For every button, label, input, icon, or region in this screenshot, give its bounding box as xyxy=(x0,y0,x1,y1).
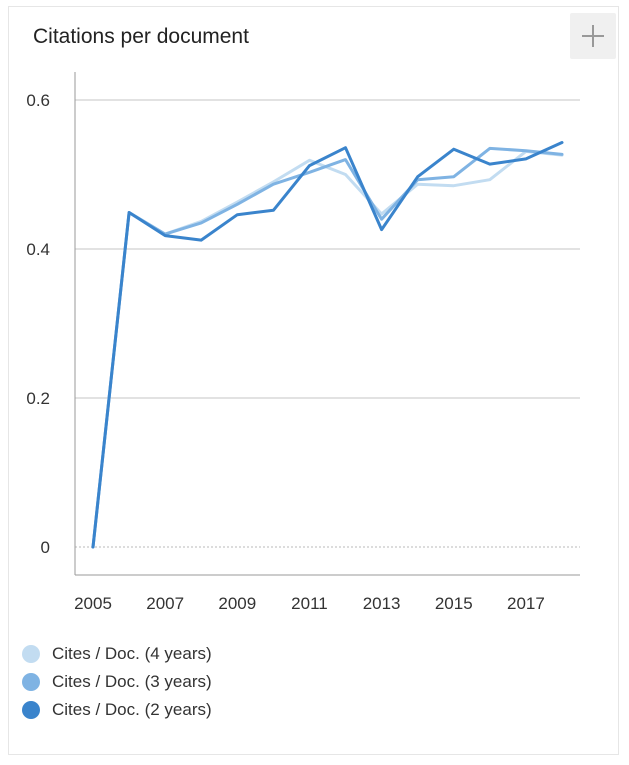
x-tick-label: 2007 xyxy=(146,594,184,613)
x-tick-label: 2005 xyxy=(74,594,112,613)
legend-item[interactable]: Cites / Doc. (2 years) xyxy=(22,696,212,724)
add-button[interactable] xyxy=(570,13,616,59)
legend-item[interactable]: Cites / Doc. (4 years) xyxy=(22,640,212,668)
chart-legend: Cites / Doc. (4 years) Cites / Doc. (3 ye… xyxy=(22,640,212,724)
legend-swatch xyxy=(22,645,40,663)
legend-swatch xyxy=(22,701,40,719)
series-line xyxy=(91,141,564,549)
y-tick-label: 0.4 xyxy=(26,240,50,259)
y-tick-label: 0.2 xyxy=(26,389,50,408)
chart-title: Citations per document xyxy=(33,25,249,48)
series-line xyxy=(91,146,564,549)
x-tick-label: 2015 xyxy=(435,594,473,613)
legend-label: Cites / Doc. (2 years) xyxy=(52,700,212,719)
x-tick-label: 2011 xyxy=(291,594,328,613)
legend-label: Cites / Doc. (3 years) xyxy=(52,672,212,691)
legend-label: Cites / Doc. (4 years) xyxy=(52,644,212,663)
y-tick-label: 0 xyxy=(41,538,50,557)
legend-swatch xyxy=(22,673,40,691)
x-tick-label: 2013 xyxy=(363,594,401,613)
legend-item[interactable]: Cites / Doc. (3 years) xyxy=(22,668,212,696)
x-tick-label: 2017 xyxy=(507,594,545,613)
y-tick-label: 0.6 xyxy=(26,91,50,110)
x-tick-label: 2009 xyxy=(218,594,256,613)
series-line xyxy=(91,149,564,549)
